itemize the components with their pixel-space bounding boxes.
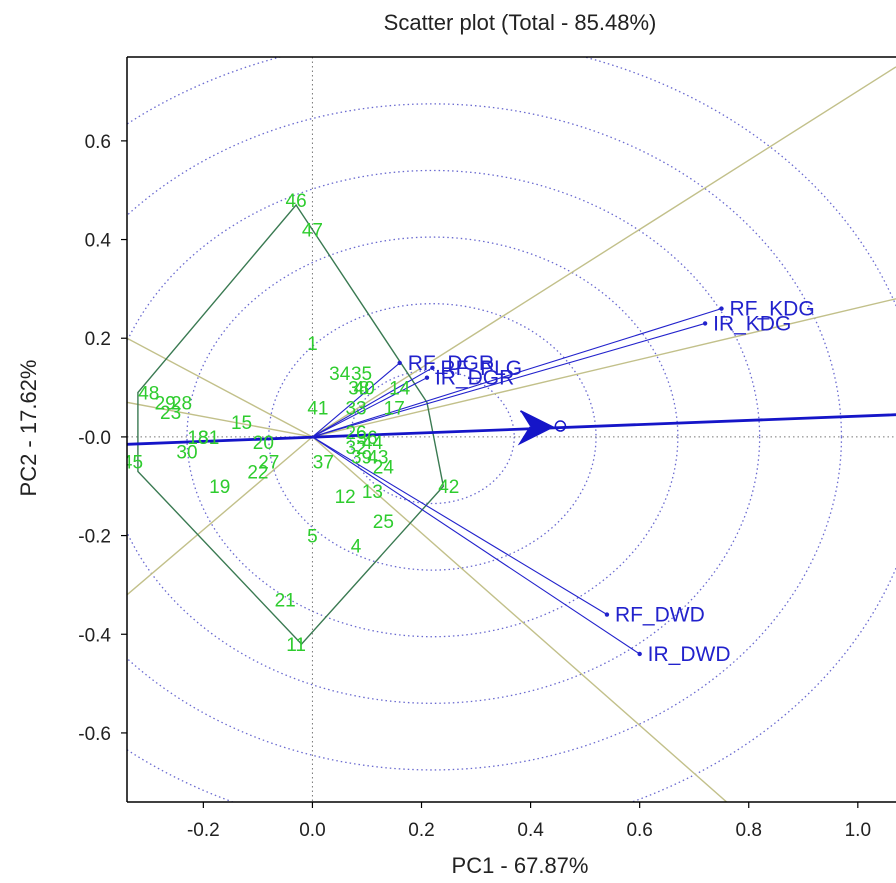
convex-hull [137, 203, 445, 646]
genotype-label: 48 [138, 383, 159, 404]
genotype-label: 25 [373, 512, 394, 533]
x-axis-title: PC1 - 67.87% [452, 853, 589, 878]
genotype-label: 41 [307, 398, 328, 419]
genotype-label: 24 [373, 458, 395, 479]
sector-ray [312, 298, 896, 438]
x-tick-label: 0.0 [299, 820, 325, 841]
genotype-label: 20 [253, 433, 274, 454]
environment-point [604, 612, 610, 617]
genotype-label: 44 [362, 433, 384, 454]
genotype-label: 36 [356, 428, 377, 449]
y-tick-label: -0.4 [78, 625, 111, 646]
genotype-label: 39 [351, 448, 372, 469]
environment-label: IR_DWD [648, 643, 731, 666]
y-tick-label: 0.2 [85, 329, 111, 350]
sector-ray [127, 337, 313, 438]
concentric-circle [186, 236, 679, 638]
environment-label: IR_DGR [435, 367, 514, 390]
genotype-label: 37 [313, 453, 334, 474]
genotype-label: 47 [302, 221, 323, 242]
genotype-label: 32 [345, 438, 366, 459]
genotype-label: 29 [155, 393, 176, 414]
genotype-label: 30 [176, 443, 197, 464]
genotype-label: 14 [389, 379, 411, 400]
environment-label: IR_KDG [713, 312, 791, 335]
genotype-label: 43 [367, 448, 388, 469]
concentric-circle [127, 169, 761, 704]
x-tick-label: -0.2 [187, 820, 220, 841]
genotype-label: 46 [286, 191, 307, 212]
genotype-label: 31 [198, 428, 219, 449]
genotype-label: 21 [275, 591, 296, 612]
y-tick-label: 0.4 [85, 231, 112, 252]
y-tick-label: -0.0 [78, 428, 111, 449]
genotype-label: 1 [307, 334, 318, 355]
average-environment-arrow [517, 410, 555, 446]
genotype-label: 4 [351, 536, 362, 557]
concentric-circle [127, 103, 842, 771]
plot-area: RF_KDGIR_KDGRF_DGRRF_PLGIR_DGRRF_DWDIR_D… [122, 57, 896, 802]
environment-label: RF_DWD [615, 604, 705, 627]
y-tick-label: 0.6 [85, 132, 111, 153]
environment-point [637, 651, 642, 657]
genotype-label: 18 [187, 428, 208, 449]
chart-title: Scatter plot (Total - 85.48%) [384, 10, 657, 35]
environment-point [719, 306, 724, 311]
genotype-label: 26 [345, 423, 366, 444]
environment-vector [312, 377, 428, 438]
genotype-label: 5 [307, 527, 318, 548]
environment-vector [312, 362, 401, 438]
genotype-label: 17 [384, 398, 405, 419]
genotype-label: 19 [209, 477, 230, 498]
environment-label: RF_PLG [440, 357, 522, 380]
x-tick-label: 0.4 [517, 820, 544, 841]
environment-point [702, 321, 708, 326]
genotype-label: 22 [247, 462, 268, 483]
genotype-label: 13 [362, 482, 383, 503]
environment-label: RF_KDG [729, 298, 814, 321]
y-tick-label: -0.6 [78, 724, 111, 745]
genotype-label: 15 [231, 413, 252, 434]
environment-vector [312, 308, 722, 438]
y-tick-label: -0.2 [78, 527, 111, 548]
x-axis-ticks: -0.2 0.0 0.2 0.4 0.6 0.8 1.0 [187, 802, 871, 841]
genotype-label: 42 [438, 477, 459, 498]
environment-vector [312, 436, 640, 655]
genotype-label: 12 [335, 487, 356, 508]
genotype-label: 38 [348, 379, 369, 400]
environment-point [424, 375, 430, 380]
environment-vector [312, 436, 608, 615]
y-axis-ticks: 0.6 0.4 0.2 -0.0 -0.2 -0.4 -0.6 [78, 132, 127, 745]
genotype-label: 45 [122, 453, 143, 474]
x-tick-label: 0.2 [408, 820, 434, 841]
genotype-label: 40 [354, 379, 375, 400]
sector-ray [127, 401, 313, 438]
environment-vector [312, 367, 433, 438]
genotype-label: 27 [258, 453, 279, 474]
sector-ray [311, 436, 728, 802]
genotype-label: 11 [286, 635, 306, 656]
average-environment-marker [554, 420, 567, 432]
environment-vector [312, 322, 706, 438]
y-axis-title: PC2 - 17.62% [16, 360, 41, 497]
sector-ray [127, 436, 313, 596]
environment-point [397, 360, 402, 366]
genotype-label: 34 [329, 364, 351, 385]
x-tick-label: 1.0 [845, 820, 871, 841]
genotype-label: 23 [160, 403, 181, 424]
x-tick-label: 0.6 [626, 820, 652, 841]
x-tick-label: 0.8 [736, 820, 762, 841]
environment-point [430, 365, 435, 371]
genotype-label: 28 [171, 393, 192, 414]
average-environment-axis [127, 413, 896, 446]
genotype-label: 33 [345, 398, 366, 419]
genotype-label: 35 [351, 364, 372, 385]
